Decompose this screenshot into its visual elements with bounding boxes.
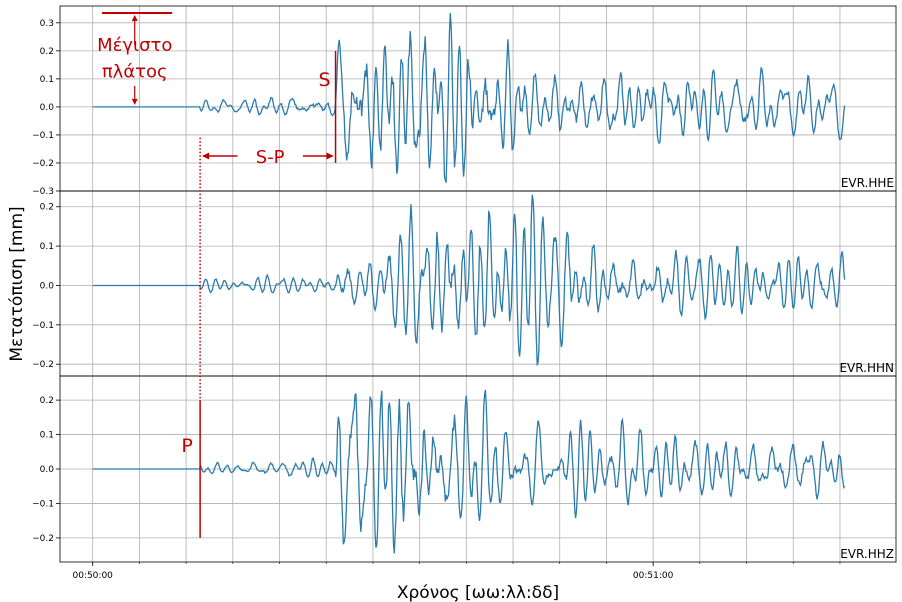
y-tick-label: 0.1 <box>40 431 54 441</box>
y-tick-label: 0.1 <box>40 242 54 252</box>
panel-frame <box>59 190 897 377</box>
y-tick-label: 0.0 <box>40 465 55 475</box>
y-tick-label: 0.2 <box>40 396 54 406</box>
y-tick-label: 0.2 <box>40 203 54 213</box>
trace-evr-hhe <box>92 12 846 183</box>
y-tick-label: 0.0 <box>40 281 55 291</box>
max-amplitude-arrow-down-head <box>131 98 138 105</box>
x-tick-label: 00:50:00 <box>72 571 113 581</box>
s-label: S <box>319 69 331 91</box>
trace-evr-hhz <box>92 389 846 554</box>
x-tick-label: 00:51:00 <box>633 571 674 581</box>
sp-arrow-right-head <box>326 152 334 160</box>
panel-evr-hhn: −0.2 −0.1 0.0 0.1 0.2 EVR.HHN <box>32 190 897 377</box>
station-label: EVR.HHZ <box>840 547 894 561</box>
y-tick-label: −0.2 <box>32 360 54 370</box>
y-tick-label: −0.3 <box>32 187 54 197</box>
station-label: EVR.HHE <box>841 176 894 190</box>
y-axis-label: Μετατόπιση [mm] <box>7 206 27 361</box>
max-amplitude-label-line1: Μέγιστο <box>97 35 172 56</box>
trace-evr-hhn <box>92 194 846 367</box>
y-tick-label: −0.1 <box>32 131 54 141</box>
y-tick-label: −0.2 <box>32 159 54 169</box>
panel-evr-hhz: −0.2 −0.1 0.0 0.1 0.2 EVR.HHZ <box>32 375 897 563</box>
max-amplitude-label-line2: πλάτος <box>102 61 168 82</box>
sp-arrow-left-head <box>202 152 210 160</box>
annotations: Μέγιστο πλάτος S P S-P <box>97 12 337 538</box>
y-tick-label: 0.3 <box>40 19 54 29</box>
y-tick-label: −0.1 <box>32 499 54 509</box>
p-label: P <box>181 435 192 457</box>
max-amplitude-arrow-up-head <box>131 15 138 22</box>
y-tick-label: 0.0 <box>40 103 55 113</box>
y-tick-label: 0.2 <box>40 47 54 57</box>
sp-label: S-P <box>256 147 285 168</box>
x-axis-label: Χρόνος [ωω:λλ:δδ] <box>397 583 559 602</box>
station-label: EVR.HHN <box>839 361 894 375</box>
y-tick-label: 0.1 <box>40 75 54 85</box>
y-tick-label: −0.1 <box>32 321 54 331</box>
y-tick-label: −0.2 <box>32 534 54 544</box>
